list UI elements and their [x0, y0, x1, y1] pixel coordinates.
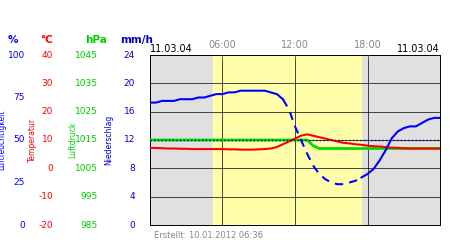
Text: 8: 8	[129, 164, 135, 173]
Text: 20: 20	[42, 107, 53, 116]
Text: 11.03.04: 11.03.04	[150, 44, 193, 54]
Text: 24: 24	[124, 50, 135, 59]
Text: 30: 30	[41, 79, 53, 88]
Text: Luftfeuchtigkeit: Luftfeuchtigkeit	[0, 110, 7, 170]
Text: Temperatur: Temperatur	[28, 118, 37, 162]
Text: 1015: 1015	[75, 136, 98, 144]
Text: 0: 0	[129, 220, 135, 230]
Text: 0: 0	[47, 164, 53, 173]
Text: 12: 12	[124, 136, 135, 144]
Text: 1025: 1025	[75, 107, 98, 116]
Text: 40: 40	[42, 50, 53, 59]
Text: 10: 10	[41, 136, 53, 144]
Text: 1035: 1035	[75, 79, 98, 88]
Text: -20: -20	[38, 220, 53, 230]
Text: mm/h: mm/h	[121, 35, 153, 45]
Text: 75: 75	[13, 93, 25, 102]
Text: Luftdruck: Luftdruck	[68, 122, 77, 158]
Text: 25: 25	[14, 178, 25, 187]
Text: 1045: 1045	[75, 50, 98, 59]
Text: 16: 16	[123, 107, 135, 116]
Text: Erstellt: 10.01.2012 06:36: Erstellt: 10.01.2012 06:36	[154, 230, 263, 239]
Text: 20: 20	[124, 79, 135, 88]
Text: 985: 985	[81, 220, 98, 230]
Text: Niederschlag: Niederschlag	[104, 115, 113, 165]
Text: °C: °C	[40, 35, 53, 45]
Text: 50: 50	[13, 136, 25, 144]
Text: 11.03.04: 11.03.04	[397, 44, 440, 54]
Text: %: %	[8, 35, 18, 45]
Text: hPa: hPa	[86, 35, 108, 45]
Bar	[213, 55, 361, 225]
Text: 100: 100	[8, 50, 25, 59]
Text: 995: 995	[81, 192, 98, 201]
Text: -10: -10	[38, 192, 53, 201]
Text: 1005: 1005	[75, 164, 98, 173]
Text: 0: 0	[19, 220, 25, 230]
Text: 4: 4	[130, 192, 135, 201]
